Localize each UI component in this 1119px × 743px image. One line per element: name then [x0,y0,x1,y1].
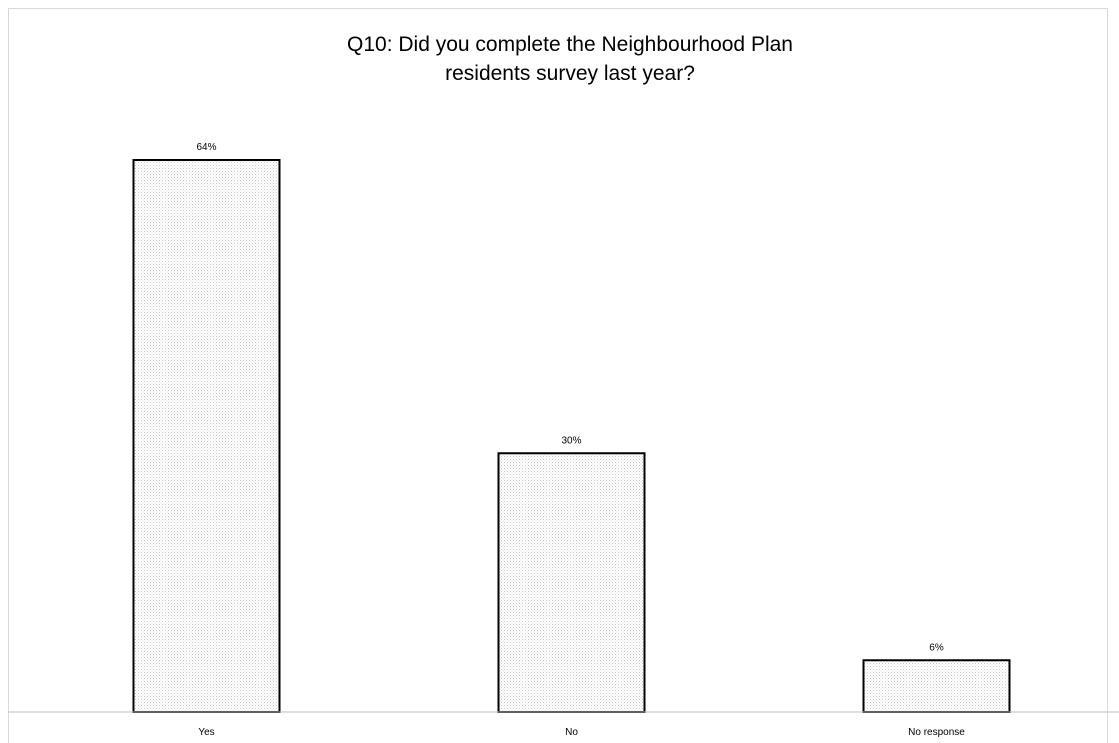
x-tick-label-no-response: No response [908,727,965,738]
bar-yes [132,159,281,713]
chart-title-line-1: Q10: Did you complete the Neighbourhood … [347,33,793,56]
chart-frame [8,8,1108,743]
bar-no-response [862,659,1011,713]
x-tick-label-no: No [565,727,578,738]
data-label-no: 30% [561,435,581,446]
data-label-no-response: 6% [929,642,944,653]
chart-title-line-2: residents survey last year? [445,62,695,85]
bar-no [497,452,646,713]
data-label-yes: 64% [196,142,216,153]
x-tick-label-yes: Yes [198,727,214,738]
